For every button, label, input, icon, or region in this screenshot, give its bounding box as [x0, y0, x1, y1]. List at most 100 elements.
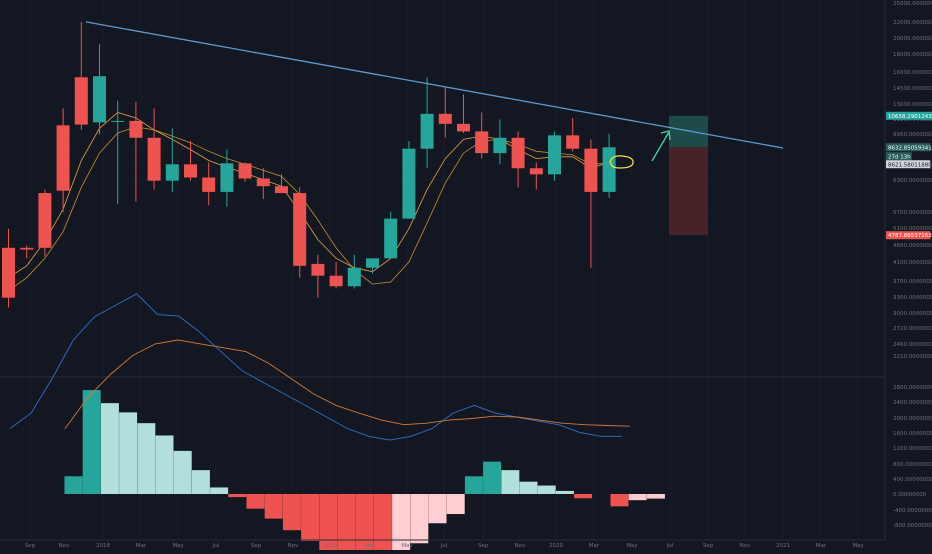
- price-label-text: 8621.58011880: [888, 162, 932, 168]
- price-label-bg: [886, 152, 912, 161]
- price-tick-label: 25000.00000000: [893, 1, 932, 7]
- ema-slow-line: [8, 126, 610, 292]
- macd-histogram-bar: [464, 476, 483, 494]
- time-tick-label: May: [172, 543, 184, 549]
- candle: [384, 211, 398, 259]
- macd-histogram-bar: [501, 470, 520, 494]
- time-tick-label: Nov: [515, 543, 526, 549]
- candle: [457, 94, 470, 133]
- candle-body: [347, 267, 361, 287]
- candle-body: [202, 177, 216, 192]
- trendline-group[interactable]: [85, 21, 784, 149]
- candle-body: [566, 135, 580, 149]
- time-tick-label: 2021: [776, 543, 790, 549]
- ema-lines: [8, 112, 610, 292]
- price-tick-label: 3000.00000000: [893, 311, 932, 317]
- loss-zone: [669, 147, 708, 236]
- candle-body: [402, 148, 416, 219]
- candlestick-series[interactable]: [2, 21, 616, 308]
- time-tick-label: Nov: [288, 543, 299, 549]
- macd-histogram-bar: [610, 494, 629, 507]
- candle-body: [256, 178, 270, 187]
- candle: [56, 108, 70, 212]
- time-tick-label: 2020: [549, 543, 563, 549]
- price-tick-label: 2460.00000000: [893, 342, 932, 348]
- candle-body: [293, 193, 307, 266]
- macd-histogram-bar: [555, 490, 574, 494]
- candle: [147, 108, 161, 190]
- time-axis[interactable]: Sep Nov 2018 Mar May Jul Sep Nov 2019 Mar May Jul Se…: [0, 539, 885, 549]
- candle-body: [384, 218, 398, 259]
- candle-body: [93, 76, 106, 123]
- macd-histogram-bar: [392, 494, 411, 554]
- macd-axis[interactable]: 2800.00000000 2400.00000000 2000.00000000 1…: [893, 385, 932, 529]
- price-axis[interactable]: 25000.00000000 22000.00000000 20000.000000…: [884, 0, 932, 540]
- time-tick-label: Sep: [478, 543, 489, 549]
- price-tick-label: 4600.00000000: [893, 243, 932, 249]
- time-tick-label: Nov: [740, 543, 751, 549]
- candle-body: [2, 247, 15, 298]
- macd-pane[interactable]: [9, 293, 665, 554]
- candle-body: [329, 275, 343, 287]
- stop-price-label: 4787.86537163: [886, 231, 932, 240]
- candle-body: [74, 77, 88, 125]
- candle: [111, 100, 125, 205]
- candle: [238, 162, 252, 182]
- candle: [275, 174, 288, 194]
- macd-tick-label: 2000.00000000: [893, 416, 932, 422]
- price-label-bg: [886, 111, 932, 120]
- candle-body: [511, 137, 525, 169]
- price-label-bg: [886, 231, 931, 240]
- macd-tick-label: 1200.00000000: [893, 446, 932, 452]
- macd-histogram-bar: [264, 494, 283, 519]
- candle-body: [129, 120, 143, 138]
- candle: [584, 139, 598, 268]
- time-tick-label: May: [626, 543, 638, 549]
- macd-histogram-bar: [137, 423, 156, 494]
- candle: [220, 149, 234, 207]
- price-tick-label: 9950.00000000: [893, 132, 932, 138]
- macd-histogram-bar: [410, 494, 429, 544]
- target-price-label: 10658.29012431: [886, 111, 932, 120]
- price-tick-label: 3700.00000000: [893, 279, 932, 285]
- candle: [420, 77, 434, 169]
- macd-histogram-bar: [373, 494, 392, 554]
- macd-histogram-bar: [428, 494, 447, 524]
- time-tick-label: Mar: [589, 543, 600, 549]
- candle: [293, 187, 307, 278]
- candle: [548, 131, 561, 181]
- time-tick-label: May: [852, 543, 864, 549]
- candle: [402, 141, 416, 219]
- macd-histogram-bar: [519, 481, 538, 494]
- price-tick-label: 2210.00000000: [893, 354, 932, 360]
- signal-line: [64, 339, 631, 429]
- candle: [511, 131, 525, 188]
- entry-price-label: 8632.85059341: [886, 143, 932, 152]
- candle-body: [548, 135, 561, 175]
- candle-body: [56, 125, 70, 191]
- time-tick-label: Sep: [251, 543, 262, 549]
- candle: [202, 162, 216, 206]
- price-tick-label: 4100.00000000: [893, 260, 932, 266]
- price-tick-label: 3300.00000000: [893, 295, 932, 301]
- candle: [493, 119, 507, 165]
- macd-histogram-bar: [319, 494, 338, 554]
- annotations: [609, 130, 671, 169]
- candle: [311, 254, 325, 298]
- candle: [20, 245, 34, 259]
- macd-histogram-bar: [337, 494, 356, 554]
- price-tick-label: 18000.00000000: [893, 52, 932, 58]
- candle: [184, 141, 197, 181]
- candle: [256, 168, 270, 200]
- time-tick-label: 2018: [96, 543, 110, 549]
- arrow-shaft: [651, 131, 670, 162]
- grid: [0, 0, 885, 540]
- price-label-text: 10658.29012431: [888, 114, 932, 120]
- time-tick-label: Sep: [25, 543, 36, 549]
- price-tick-label: 16000.00000000: [893, 70, 932, 76]
- price-label-bg: [886, 160, 931, 169]
- macd-histogram-bar: [82, 390, 101, 494]
- candle-body: [475, 131, 489, 154]
